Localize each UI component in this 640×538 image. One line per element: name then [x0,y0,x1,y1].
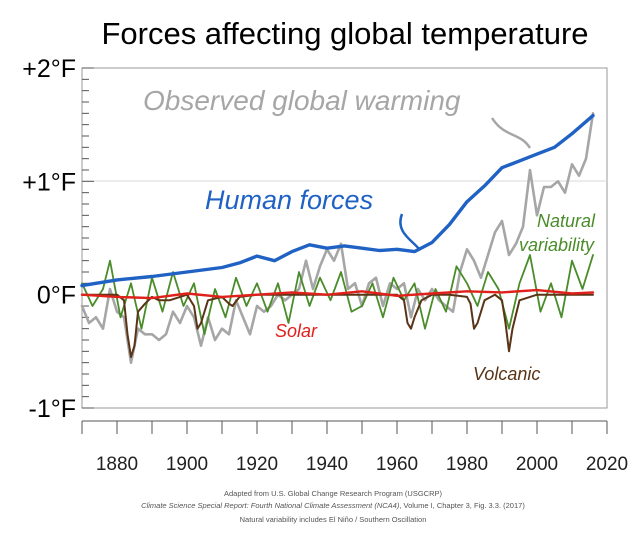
x-tick-label: 1980 [446,454,488,475]
chart-title: Forces affecting global temperature [101,16,588,51]
series-line-observed-global-warming [80,112,595,365]
series-line-human-forces [80,113,595,288]
natural-variability-label-2: variability [519,235,595,255]
x-tick-label: 1940 [306,454,348,475]
observed-warming-label: Observed global warming [143,85,461,116]
series-line-solar [80,288,595,300]
x-tick-label: 1920 [236,454,278,475]
volcanic-label: Volcanic [473,364,540,384]
y-tick-label: -1°F [29,395,77,423]
y-tick-label: 0°F [37,282,76,310]
natural-variability-label-1: Natural [537,211,596,231]
credit-line-3: Natural variability includes El Niño / S… [240,515,427,524]
credit-line-1: Adapted from U.S. Global Change Research… [224,489,443,498]
credit-line-2: Climate Science Special Report: Fourth N… [141,501,525,510]
x-tick-label: 1880 [96,454,138,475]
credit-line-2-rest: , Volume I, Chapter 3, Fig. 3.3. (2017) [399,501,525,510]
x-tick-label: 2000 [516,454,558,475]
human-forces-leader [399,213,421,251]
human-forces-label: Human forces [205,185,373,215]
series-line-natural-variability [81,254,594,336]
series-layer [80,112,595,365]
observed-warming-leader [490,117,532,149]
x-axis: 1880 1900 1920 1940 1960 1980 2000 2020 [81,421,628,475]
x-tick-label: 1960 [376,454,418,475]
y-tick-label: +2°F [22,55,76,83]
y-axis: +2°F +1°F 0°F -1°F [22,55,76,423]
y-minor-ticks [82,67,94,409]
solar-label: Solar [275,321,318,341]
y-tick-label: +1°F [22,168,76,196]
series-line-volcanic [81,293,594,358]
credit-line-2-italic: Climate Science Special Report: Fourth N… [141,501,400,510]
x-tick-label: 2020 [586,454,628,475]
x-tick-label: 1900 [166,454,208,475]
